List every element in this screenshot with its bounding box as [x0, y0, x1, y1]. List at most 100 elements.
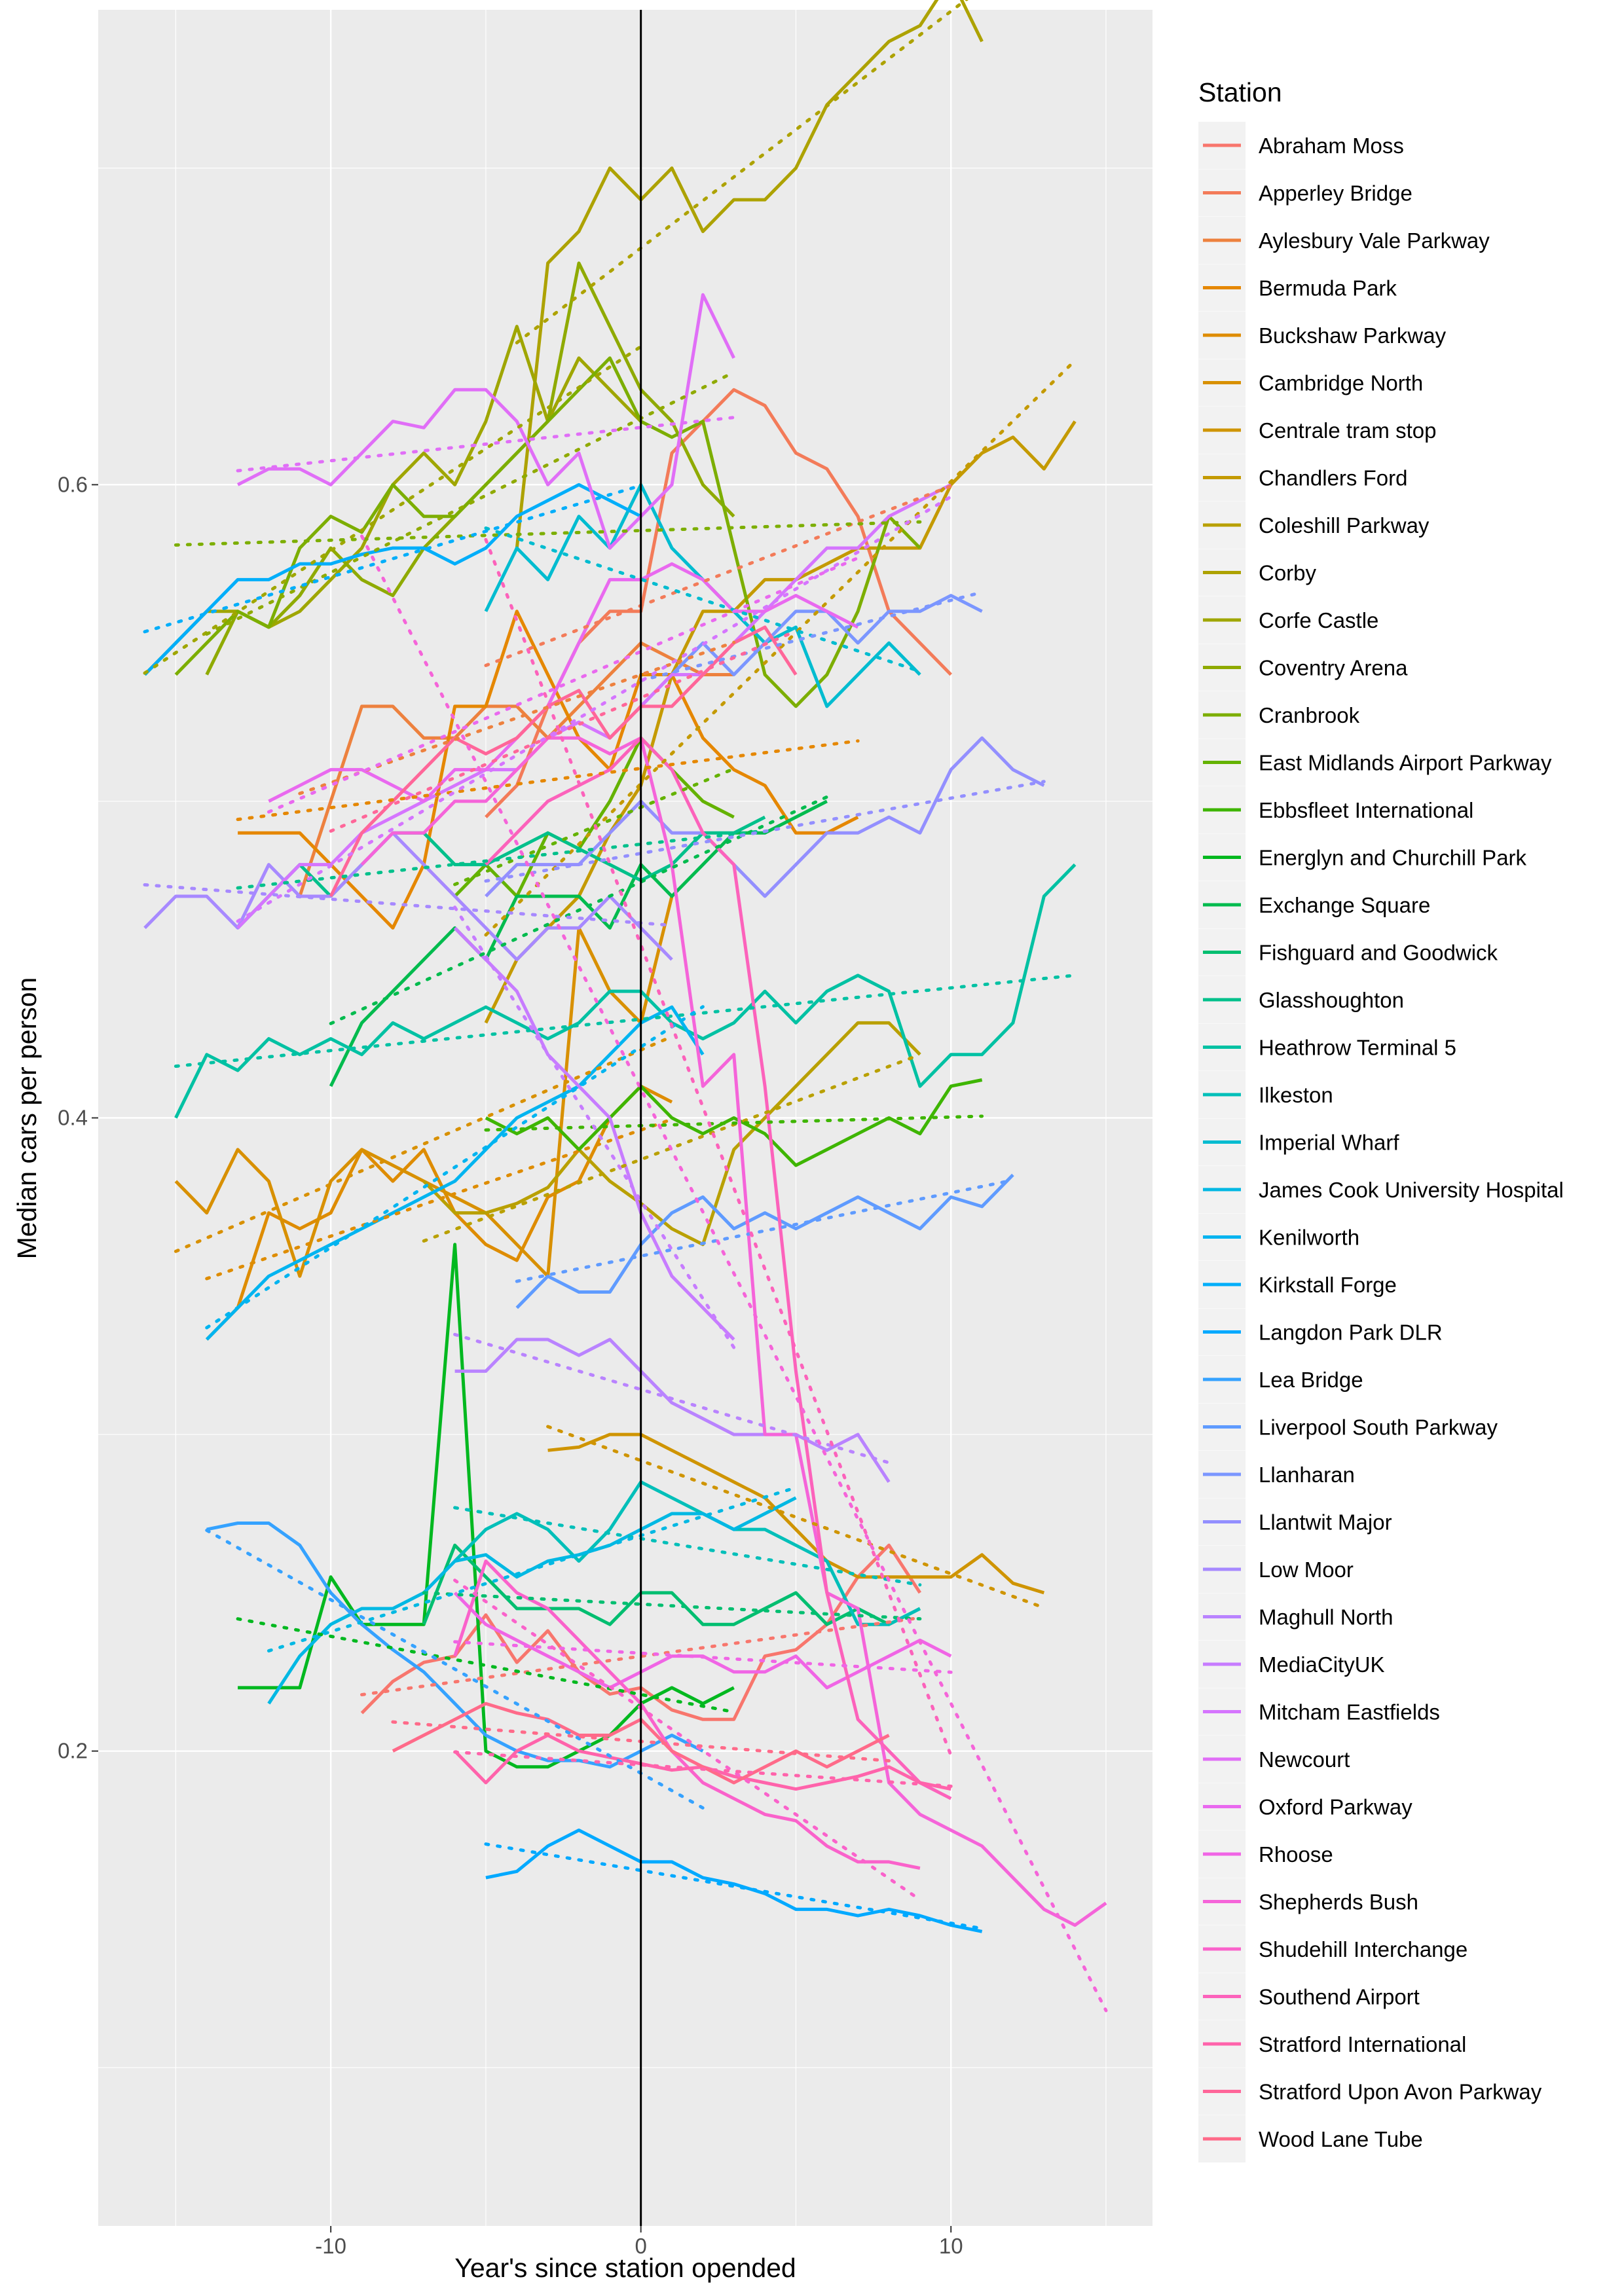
trend-line [453, 767, 736, 886]
legend-label: Corfe Castle [1259, 608, 1378, 632]
legend-items: Abraham Moss Apperley Bridge Aylesbury Val… [1198, 122, 1564, 2162]
legend-label: Langdon Park DLR [1259, 1321, 1443, 1345]
series-line [485, 736, 952, 1800]
trend-line [484, 538, 953, 1757]
legend-label: Cranbrook [1259, 703, 1360, 727]
x-tick-label: 10 [939, 2234, 963, 2258]
series-line [453, 1480, 921, 1626]
x-axis-ticks: -10 0 10 [315, 2226, 963, 2258]
series-line [515, 0, 984, 549]
series-line [639, 594, 983, 708]
y-tick-label: 0.4 [58, 1106, 88, 1130]
series-line [238, 1243, 735, 1769]
y-tick-label: 0.6 [58, 472, 88, 496]
trend-line [484, 1842, 984, 1931]
legend-label: Apperley Bridge [1259, 181, 1412, 206]
trend-line [453, 1506, 922, 1587]
trend-line [453, 1750, 953, 1788]
trend-line [484, 359, 1077, 937]
series-line [174, 863, 1077, 1119]
legend-label: East Midlands Airport Parkway [1259, 751, 1552, 775]
legend-label: Abraham Moss [1259, 134, 1404, 158]
trend-line [329, 795, 829, 1025]
x-axis-title: Year's since station opended [454, 2253, 796, 2283]
trend-line [205, 1528, 705, 1810]
trend-line [453, 1332, 891, 1465]
legend-label: Stratford Upon Avon Parkway [1259, 2080, 1542, 2104]
legend-label: Shudehill Interchange [1259, 1937, 1467, 1961]
series-line [547, 1432, 1045, 1595]
series-line [205, 1084, 673, 1341]
trend-line [236, 1617, 736, 1714]
trend-line [453, 1578, 922, 1902]
series-line [422, 1021, 921, 1247]
legend-label: Corby [1259, 561, 1317, 585]
series-line [298, 641, 734, 897]
legend-label: Energlyn and Churchill Park [1259, 846, 1527, 870]
trend-line [143, 484, 643, 634]
legend-label: Wood Lane Tube [1259, 2127, 1423, 2151]
y-axis-title: Median cars per person [12, 977, 42, 1260]
trend-line [546, 1425, 1046, 1610]
legend-label: Llantwit Major [1259, 1510, 1392, 1535]
series-line [360, 736, 1107, 1927]
trend-line [236, 495, 953, 923]
y-tick-label: 0.2 [58, 1739, 88, 1763]
legend-title: Station [1198, 77, 1282, 107]
series-line [454, 1338, 891, 1483]
legend-label: Southend Airport [1259, 1985, 1420, 2009]
trend-line [267, 556, 860, 814]
legend-label: Kenilworth [1259, 1226, 1359, 1250]
legend-label: Coleshill Parkway [1259, 513, 1430, 538]
legend-label: MediaCityUK [1259, 1652, 1385, 1677]
series-line [174, 356, 921, 708]
series-line [236, 483, 952, 930]
legend-label: Lea Bridge [1259, 1368, 1363, 1392]
legend-label: Exchange Square [1259, 893, 1430, 917]
trend-line [515, 0, 969, 344]
legend-label: Liverpool South Parkway [1259, 1415, 1498, 1440]
series-line [236, 815, 766, 930]
series-line [485, 1078, 983, 1167]
trend-line [422, 1591, 922, 1621]
trend-line [267, 1485, 798, 1653]
trend-lines [143, 0, 1108, 2013]
legend-label: Heathrow Terminal 5 [1259, 1036, 1456, 1060]
legend-label: Llanharan [1259, 1463, 1355, 1487]
series-line [453, 926, 735, 1341]
trend-line [205, 1005, 705, 1330]
trend-line [205, 1118, 674, 1281]
x-tick-label: 0 [635, 2234, 646, 2258]
y-axis-ticks: 0.2 0.4 0.6 [58, 472, 98, 1763]
trend-line [174, 974, 1077, 1068]
trend-line [484, 780, 1046, 883]
series-line [205, 1005, 705, 1341]
series-line [143, 831, 673, 962]
trend-line [484, 1114, 984, 1132]
trend-line [639, 591, 984, 682]
series-line [485, 1829, 983, 1933]
legend-label: Low Moor [1259, 1558, 1354, 1582]
trend-line [329, 629, 798, 833]
legend-label: Glasshoughton [1259, 988, 1404, 1012]
trend-line [360, 534, 1108, 2013]
legend-label: Chandlers Ford [1259, 466, 1407, 490]
x-tick-label: -10 [315, 2234, 346, 2258]
legend-label: Maghull North [1259, 1605, 1393, 1630]
legend-label: James Cook University Hospital [1259, 1178, 1564, 1202]
trend-line [236, 416, 736, 473]
series-line [268, 562, 859, 803]
legend-label: Fishguard and Goodwick [1259, 941, 1498, 965]
trend-line [205, 371, 736, 636]
legend-label: Coventry Arena [1259, 656, 1408, 680]
series-line [515, 1173, 1014, 1309]
trend-line [174, 1034, 674, 1253]
trend-line [236, 739, 860, 822]
legend-label: Centrale tram stop [1259, 418, 1436, 443]
legend-label: Aylesbury Vale Parkway [1259, 228, 1490, 253]
legend-background [1185, 10, 1614, 2160]
legend-label: Oxford Parkway [1259, 1795, 1412, 1819]
trend-line [515, 1178, 1015, 1283]
legend-label: Newcourt [1259, 1747, 1350, 1772]
